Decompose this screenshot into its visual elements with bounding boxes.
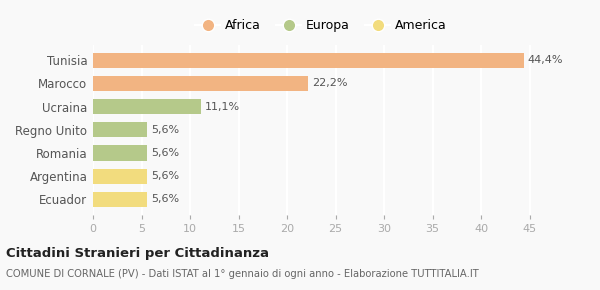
Text: 5,6%: 5,6%: [151, 125, 179, 135]
Text: 5,6%: 5,6%: [151, 194, 179, 204]
Text: 11,1%: 11,1%: [205, 102, 239, 112]
Bar: [93, 168, 148, 184]
Legend: Africa, Europa, America: Africa, Europa, America: [190, 14, 452, 37]
Bar: [93, 192, 148, 207]
Text: 22,2%: 22,2%: [312, 78, 348, 88]
Bar: [93, 145, 148, 160]
Text: Cittadini Stranieri per Cittadinanza: Cittadini Stranieri per Cittadinanza: [6, 247, 269, 260]
Bar: [93, 53, 524, 68]
Bar: [93, 76, 308, 91]
Text: COMUNE DI CORNALE (PV) - Dati ISTAT al 1° gennaio di ogni anno - Elaborazione TU: COMUNE DI CORNALE (PV) - Dati ISTAT al 1…: [6, 269, 479, 279]
Text: 44,4%: 44,4%: [527, 55, 563, 65]
Bar: [93, 122, 148, 137]
Text: 5,6%: 5,6%: [151, 171, 179, 181]
Bar: [93, 99, 200, 114]
Text: 5,6%: 5,6%: [151, 148, 179, 158]
